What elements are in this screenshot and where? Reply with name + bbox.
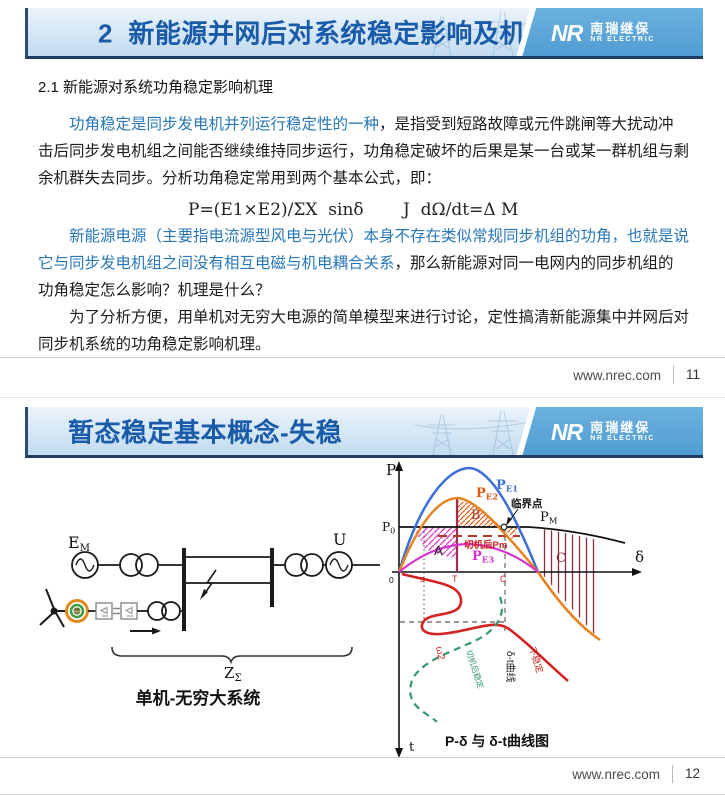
acceleration-area-c — [543, 529, 597, 637]
slide2-footer: www.nrec.com 12 — [572, 765, 700, 783]
slide2-footer-divider — [0, 757, 725, 758]
impedance-label: ZΣ — [224, 664, 242, 684]
wind-turbine-icon — [39, 588, 66, 628]
nr-logo-name-cn: 南瑞继保 — [590, 419, 651, 435]
section-heading: 2.1 新能源对系统功角稳定影响机理 — [38, 79, 274, 96]
paragraph-1: 功角稳定是同步发电机并列运行稳定性的一种，是指受到短路故障或元件跳闸等大扰动冲击… — [38, 111, 689, 192]
circuit-caption: 单机-无穷大系统 — [136, 688, 261, 708]
slide-2: 暂态稳定基本概念-失稳 NR 南瑞继保 NR ELECTRIC — [0, 399, 725, 794]
slide2-title: 暂态稳定基本概念-失稳 — [68, 417, 343, 448]
nr-logo: NR 南瑞继保 NR ELECTRIC — [515, 8, 703, 56]
pe1-label: PE1 — [496, 478, 518, 495]
power-flow-arrow-icon — [130, 627, 161, 635]
paragraph-3: 为了分析方便，用单机对无穷大电源的简单模型来进行讨论，定性搞清新能源集中并网后对… — [38, 309, 690, 353]
pmsg-generator-icon — [65, 599, 89, 623]
fault-lightning-icon — [200, 569, 217, 600]
plot-caption: P-δ 与 δ-t曲线图 — [445, 733, 549, 749]
generator-em-icon — [71, 551, 99, 579]
p-axis-arrow-icon — [395, 461, 403, 471]
page-number: 12 — [671, 765, 700, 783]
nr-logo-mark: NR — [551, 418, 583, 445]
paragraph-1-text: ，是指受到短路故障或元件跳闸等大扰动冲击后同步发电机组之间能否继续维持同步运行，… — [38, 116, 690, 187]
p0-label: P0 — [382, 520, 395, 536]
stable-label: 切机后稳定 — [464, 649, 486, 690]
tick-s-label: s — [420, 574, 425, 584]
tick-c-label: C — [500, 574, 507, 584]
transformer-right-icon — [284, 553, 324, 577]
nr-logo-mark: NR — [551, 19, 583, 46]
curve-pe3 — [398, 542, 539, 573]
label-pmsg: PMSG — [73, 609, 83, 613]
paragraph-2-highlight: 新能源电源（主要指电流源型风电与光伏）本身不存在类似常规同步机组的功角，也就是说… — [38, 228, 690, 272]
double-circuit-line — [186, 556, 270, 584]
delta-axis-arrow-icon — [632, 568, 642, 576]
slide2-header-band: 暂态稳定基本概念-失稳 NR 南瑞继保 NR ELECTRIC — [25, 407, 703, 458]
critical-point-label: 临界点 — [511, 497, 543, 510]
slide1-title: 2 新能源并网后对系统稳定影响及机理 — [98, 18, 553, 49]
impedance-brace — [111, 646, 353, 665]
area-c-label: C — [556, 551, 566, 566]
area-b-label: B — [471, 508, 481, 523]
slide1-footer: www.nrec.com 11 — [573, 366, 700, 384]
mechanical-power-curve — [399, 526, 626, 544]
critical-point-marker — [500, 523, 508, 531]
nr-logo: NR 南瑞继保 NR ELECTRIC — [515, 407, 703, 455]
label-u: U — [333, 530, 346, 549]
paragraph-2: 新能源电源（主要指电流源型风电与光伏）本身不存在类似常规同步机组的功角，也就是说… — [38, 223, 689, 304]
pm-after-trip-label: 切机后Pm — [464, 539, 507, 551]
slide1-header-band: 2 新能源并网后对系统稳定影响及机理 NR 南瑞继保 NR ELECTRIC — [25, 8, 703, 59]
power-angle-formula: P=(E1×E2)/ΣX sinδ J dΩ/dt=Δ M — [188, 200, 519, 220]
label-em: EM — [68, 533, 90, 554]
slide1-footer-divider — [0, 357, 725, 358]
transformer-wind-icon — [147, 601, 181, 621]
deceleration-area-b2 — [504, 527, 521, 539]
site-url: www.nrec.com — [572, 766, 660, 782]
pe2-label: PE2 — [476, 486, 498, 503]
plot-axes — [392, 467, 634, 752]
t-axis-arrow-icon — [395, 748, 403, 758]
origin-label: 0 — [389, 575, 394, 585]
area-a-label: A — [434, 543, 443, 558]
converter-box-machine-side — [95, 602, 113, 620]
unstable-swing-curve — [401, 572, 569, 682]
p-delta-curve-plot: P δ t 0 P0 PM PE1 PE2 PE3 临界点 切机后Pm A B … — [382, 461, 644, 758]
stable-swing-curve — [409, 596, 504, 723]
converter-box-grid-side — [120, 602, 138, 620]
slide1-body: 2.1 新能源对系统功角稳定影响机理 功角稳定是同步发电机并列运行稳定性的一种，… — [38, 76, 689, 358]
tick-t-label: T — [452, 574, 458, 584]
dc-link-icon — [113, 607, 120, 615]
nr-logo-name-en: NR ELECTRIC — [590, 435, 655, 443]
critical-point-arrow-icon — [506, 517, 512, 526]
nr-logo-name-en: NR ELECTRIC — [590, 36, 655, 44]
paragraph-1-highlight: 功角稳定是同步发电机并列运行稳定性的一种 — [69, 116, 380, 133]
delta-axis-label: δ — [635, 548, 644, 566]
site-url: www.nrec.com — [573, 367, 661, 383]
paragraph-2-text: ，那么新能源对同一电网内的同步机组的功角稳定怎么影响？机理是什么？ — [38, 255, 674, 299]
t-axis-label: t — [409, 740, 415, 755]
infinite-source-u-icon — [325, 551, 353, 579]
pe3-label: PE3 — [472, 549, 494, 566]
curve-pe1 — [397, 466, 540, 573]
p-axis-label: P — [386, 461, 396, 479]
curve-pe2 — [397, 496, 601, 642]
pm-label: PM — [540, 510, 558, 527]
slide-1: 2 新能源并网后对系统稳定影响及机理 NR 南瑞继保 NR ELECTRIC 2… — [0, 8, 725, 398]
nr-logo-name-cn: 南瑞继保 — [590, 20, 651, 36]
page-number: 11 — [672, 366, 700, 384]
transformer-left-icon — [119, 553, 159, 577]
single-machine-infinite-bus-diagram: EM U PMSG ZΣ 单机-无穷大系统 — [39, 530, 380, 708]
delta-t-curve-label: δ-t曲线 — [504, 651, 517, 683]
omega2-label: ω2 — [433, 646, 446, 662]
